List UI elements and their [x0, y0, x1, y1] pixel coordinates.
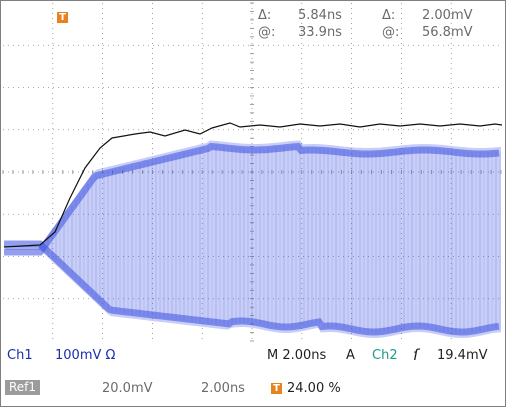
ref1-label[interactable]: Ref1	[5, 380, 41, 395]
trigger-level[interactable]: 19.4mV	[437, 348, 488, 363]
eye-envelope	[4, 140, 501, 338]
ch1-scale[interactable]: 100mV Ω	[55, 348, 116, 363]
cursor-delta-volt-symbol: Δ:	[382, 8, 396, 23]
cursor-at-volt: 56.8mV	[422, 25, 473, 40]
ch1-label[interactable]: Ch1	[7, 348, 33, 363]
trigger-status-icon: T	[271, 383, 282, 394]
ref1-time: 2.00ns	[201, 381, 245, 396]
eye-lower-rail	[4, 240, 500, 336]
acquisition-mode: A	[346, 348, 355, 363]
timebase[interactable]: M 2.00ns	[267, 348, 327, 363]
ch1-eye-diagram	[4, 140, 501, 338]
trigger-position-percent: 24.00 %	[287, 381, 341, 396]
trigger-position-marker[interactable]: T	[57, 12, 68, 23]
cursor-delta-volt: 2.00mV	[422, 8, 473, 23]
cursor-at-time: 33.9ns	[298, 25, 342, 40]
cursor-at-volt-symbol: @:	[382, 25, 400, 40]
eye-upper-rail	[4, 142, 500, 256]
cursor-delta-time: 5.84ns	[298, 8, 342, 23]
cursor-delta-time-symbol: Δ:	[258, 8, 272, 23]
cursor-at-time-symbol: @:	[258, 25, 276, 40]
ref1-scale: 20.0mV	[102, 381, 153, 396]
rising-edge-icon: ſ	[413, 346, 419, 364]
trigger-source[interactable]: Ch2	[372, 348, 398, 363]
ref1-trace	[3, 122, 503, 248]
